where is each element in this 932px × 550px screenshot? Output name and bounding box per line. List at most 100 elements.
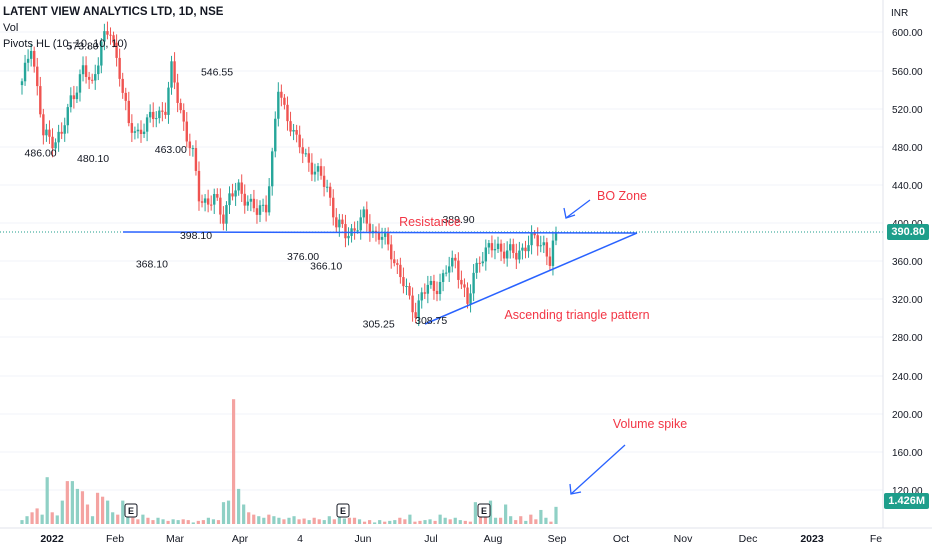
volume-bar — [408, 514, 412, 524]
candle-body — [216, 194, 219, 198]
volume-bar — [181, 519, 185, 524]
candle-body — [90, 79, 94, 81]
candle-body — [51, 136, 54, 149]
candle-body — [286, 104, 289, 122]
candle-body — [155, 118, 158, 120]
pivot-label: 366.10 — [310, 260, 342, 272]
y-tick-label: 240.00 — [892, 372, 923, 383]
pivot-label: 308.75 — [415, 315, 447, 327]
volume-bar — [312, 517, 316, 524]
candle-body — [264, 204, 268, 213]
candle-body — [115, 42, 118, 58]
candle-body — [283, 97, 286, 105]
volume-bar — [433, 520, 437, 524]
candle-body — [48, 129, 51, 137]
candle-body — [261, 204, 265, 206]
pivot-label: 376.00 — [287, 251, 319, 263]
candle-body — [249, 198, 253, 202]
volume-bar — [101, 496, 105, 524]
candle-body — [524, 247, 527, 252]
pivots-indicator-label[interactable]: Pivots HL (10, 10, 10, 10) — [3, 38, 128, 50]
candle-body — [182, 110, 185, 122]
volume-bar — [458, 520, 462, 524]
candle-body — [426, 284, 430, 294]
volume-bar — [20, 520, 24, 524]
candle-body — [148, 111, 152, 118]
candle-body — [84, 65, 88, 77]
candle-body — [377, 232, 381, 240]
candle-body — [493, 249, 497, 251]
candle-body — [271, 151, 274, 187]
candle-body — [20, 81, 24, 86]
resistance-line — [122, 231, 638, 234]
volume-bar — [75, 488, 80, 524]
candle-body — [487, 243, 491, 248]
y-tick-label: 120.00 — [892, 486, 923, 497]
candle-body — [133, 131, 137, 133]
candle-body — [432, 280, 436, 291]
volume-bar — [534, 519, 538, 524]
x-tick-label: Jun — [355, 533, 372, 545]
volume-bar — [171, 519, 175, 524]
candle-body — [295, 129, 298, 135]
volume-bar — [383, 521, 387, 524]
volume-bar — [373, 522, 377, 524]
volume-bar — [539, 509, 543, 524]
candle-body — [341, 219, 344, 225]
candle-body — [393, 259, 396, 264]
y-tick-label: 360.00 — [892, 257, 923, 268]
volume-bar — [302, 518, 306, 524]
candle-body — [36, 66, 39, 87]
candle-body — [359, 217, 362, 231]
candle-body — [240, 182, 243, 194]
candle-body — [29, 50, 33, 59]
candle-body — [518, 250, 521, 260]
volume-bar — [247, 512, 251, 524]
candle-body — [26, 58, 30, 63]
volume-bar — [307, 520, 311, 524]
earnings-marker-box — [336, 503, 350, 518]
candle-body — [496, 243, 500, 250]
candle-body — [310, 162, 314, 175]
candle-body — [368, 223, 372, 234]
candle-body — [200, 201, 204, 203]
volume-bar — [252, 514, 256, 524]
candle-body — [386, 233, 390, 245]
candle-body — [332, 197, 335, 218]
earnings-marker: E — [336, 503, 350, 518]
candle-body — [23, 62, 27, 82]
candle-body — [152, 111, 155, 120]
volume-bar — [488, 500, 493, 524]
volume-bar — [85, 504, 90, 524]
candle-body — [188, 141, 192, 149]
candle-body — [454, 257, 457, 261]
volume-bar — [378, 520, 382, 524]
pivot-label: 305.25 — [363, 318, 395, 330]
y-tick-label: 200.00 — [892, 410, 923, 421]
earnings-marker-box — [124, 503, 138, 518]
x-tick-label: Nov — [674, 533, 693, 545]
candle-body — [512, 244, 515, 253]
volume-bar — [549, 521, 553, 524]
candle-body — [78, 74, 82, 93]
candle-body — [72, 95, 76, 100]
volume-bar — [257, 516, 261, 524]
x-tick-label: 2023 — [800, 533, 824, 545]
candle-body — [475, 262, 478, 273]
candle-body — [219, 197, 222, 215]
volume-bar — [504, 504, 508, 524]
candle-body — [124, 92, 127, 101]
candle-body — [54, 142, 57, 149]
candle-body — [466, 287, 469, 304]
volume-bar — [352, 517, 357, 524]
candle-body — [136, 129, 140, 132]
x-tick-label: 2022 — [40, 533, 64, 545]
candle-body — [307, 153, 311, 163]
volume-bar — [221, 502, 226, 524]
candle-body — [57, 131, 60, 143]
y-tick-label: 480.00 — [892, 143, 923, 154]
volume-indicator-label[interactable]: Vol — [3, 22, 19, 34]
candle-body — [179, 102, 182, 111]
